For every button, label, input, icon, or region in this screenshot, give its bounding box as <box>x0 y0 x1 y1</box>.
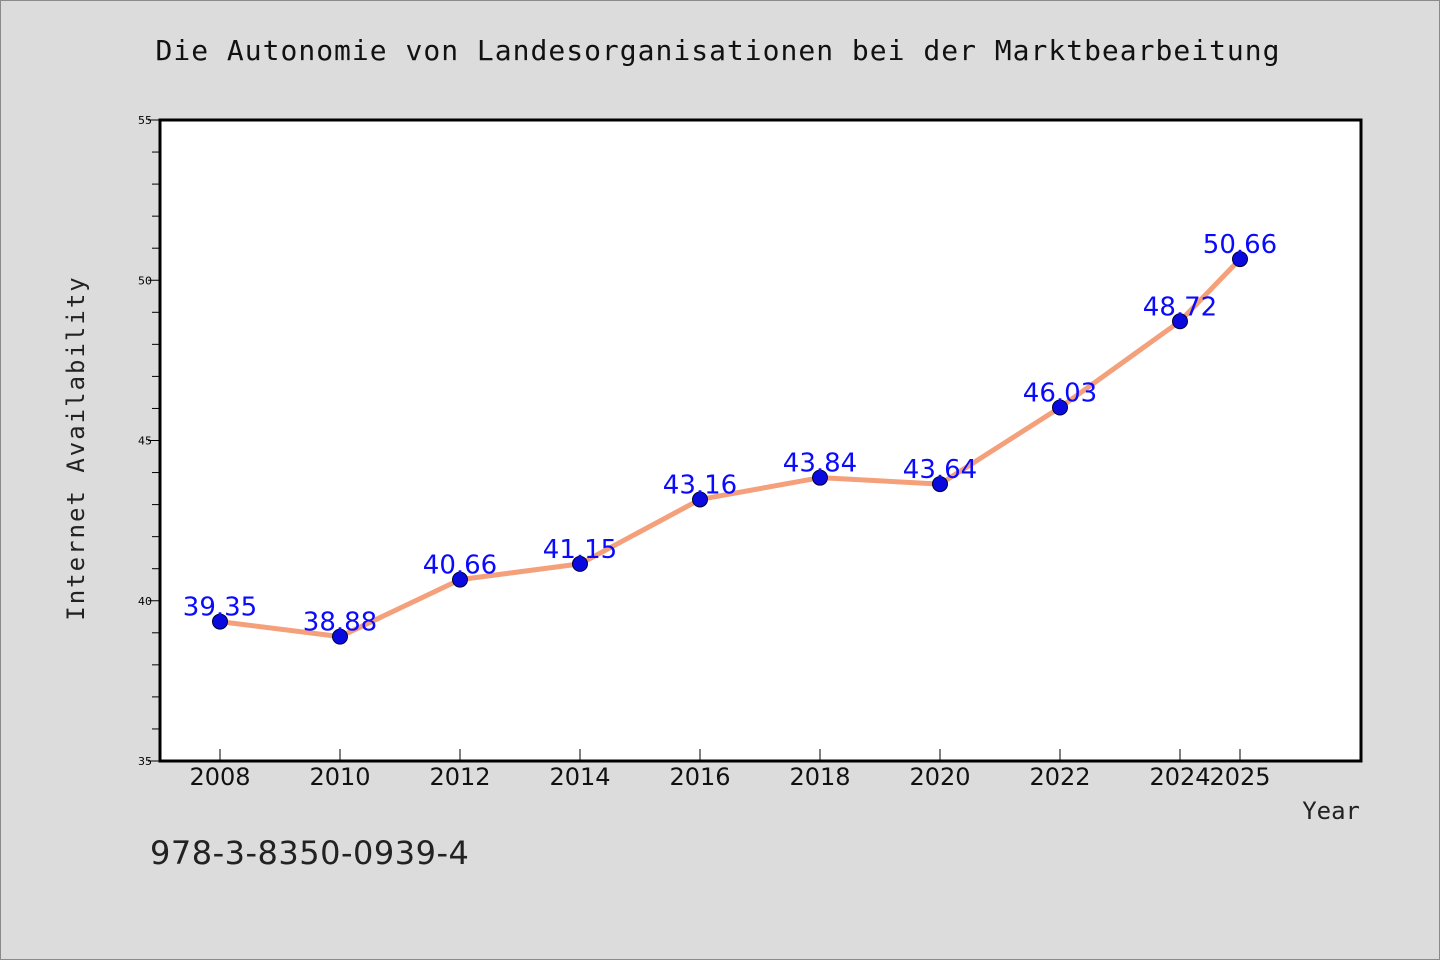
data-label: 46.03 <box>1023 378 1097 408</box>
x-tick-label: 2016 <box>669 763 730 791</box>
data-label: 43.64 <box>903 455 977 485</box>
data-point <box>212 613 228 630</box>
x-tick-label: 2018 <box>789 763 850 791</box>
data-point <box>1232 251 1248 268</box>
y-tick-label: 45 <box>138 435 152 448</box>
data-label: 40.66 <box>423 551 497 581</box>
data-point <box>692 491 708 508</box>
chart-title: Die Autonomie von Landesorganisationen b… <box>155 34 1281 67</box>
plot-area <box>158 118 1363 763</box>
isbn-code: 978-3-8350-0939-4 <box>150 834 470 872</box>
x-tick-label: 2012 <box>429 763 490 791</box>
x-tick-label: 2010 <box>309 763 370 791</box>
y-tick-label: 35 <box>138 755 152 768</box>
data-label: 41.15 <box>543 535 617 565</box>
data-label: 39.35 <box>183 593 257 623</box>
y-tick-label: 40 <box>138 595 152 608</box>
data-markers <box>212 251 1248 645</box>
x-tick-label: 2014 <box>549 763 610 791</box>
data-label: 43.16 <box>663 470 737 500</box>
series-line <box>217 256 1243 640</box>
data-point <box>572 555 588 572</box>
data-point <box>1052 399 1068 416</box>
y-axis-ticks: 35 40 45 50 55 <box>138 114 160 768</box>
data-point <box>332 628 348 645</box>
data-point <box>812 469 828 486</box>
x-axis-label: Year <box>1302 797 1360 825</box>
y-tick-label: 50 <box>138 274 152 287</box>
x-tick-label: 2024 <box>1149 763 1210 791</box>
y-tick-label: 55 <box>138 114 152 127</box>
data-label: 43.84 <box>783 449 857 479</box>
x-tick-label: 2020 <box>909 763 970 791</box>
data-label: 50.66 <box>1203 230 1277 260</box>
data-label: 38.88 <box>303 608 377 638</box>
data-point <box>932 476 948 493</box>
data-label: 48.72 <box>1143 292 1217 322</box>
x-tick-label: 2025 <box>1209 763 1270 791</box>
x-tick-label: 2022 <box>1029 763 1090 791</box>
data-point <box>452 571 468 588</box>
data-point <box>1172 313 1188 330</box>
x-tick-label: 2008 <box>189 763 250 791</box>
data-labels: 39.35 38.88 40.66 41.15 43.16 43.84 43.64 46.03… <box>183 230 1277 638</box>
